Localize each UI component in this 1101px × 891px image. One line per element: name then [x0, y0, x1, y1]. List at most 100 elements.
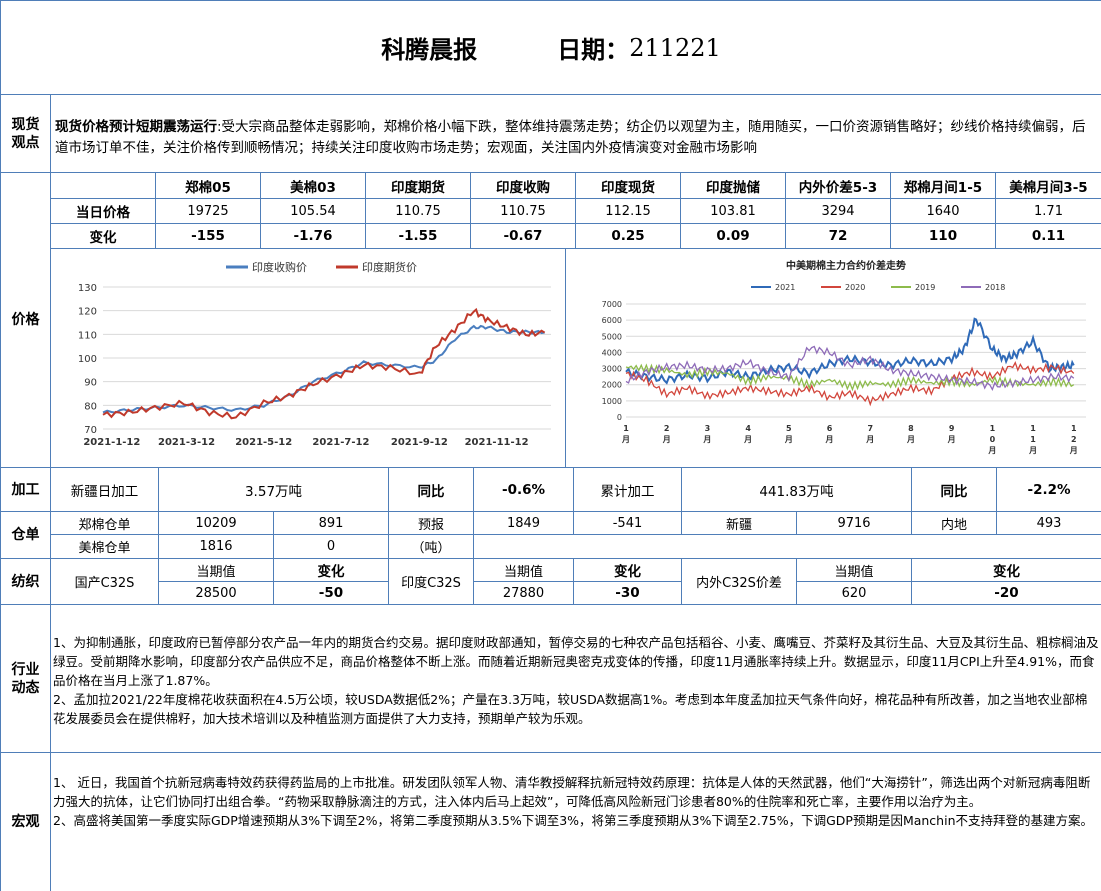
spot-view-text: 现货价格预计短期震荡运行:受大宗商品整体走弱影响，郑棉价格小幅下跌，整体维持震荡…	[51, 95, 1101, 173]
y-tick-label: 130	[78, 283, 97, 294]
y-tick-label: 90	[84, 378, 97, 389]
domestic-change-label: 变化	[274, 559, 389, 582]
change-cell: 72	[786, 224, 891, 249]
macro-text: 1、 近日，我国首个抗新冠病毒特效药获得药监局的上市批准。研发团队领军人物、清华…	[51, 753, 1101, 891]
y-tick-label: 6000	[602, 316, 622, 325]
domestic-yarn-change: -50	[274, 582, 389, 605]
meimian-receipt-change: 0	[274, 535, 389, 559]
macro-paragraph-2: 2、高盛将美国第一季度实际GDP增速预期从3%下调至2%，将第二季度预期从3.5…	[53, 813, 1093, 828]
change-cell: 0.09	[681, 224, 786, 249]
legend-label: 2021	[775, 283, 795, 292]
today-price-cell: 1.71	[996, 199, 1101, 224]
change-cell: -1.76	[261, 224, 366, 249]
india-yarn-label: 印度C32S	[389, 559, 474, 605]
price-col-header: 内外价差5-3	[786, 173, 891, 199]
today-price-cell: 110.75	[471, 199, 576, 224]
industry-text: 1、为抑制通胀，印度政府已暂停部分农产品一年内的期货合约交易。据印度财政部通知，…	[51, 605, 1101, 753]
warehouse-blank	[474, 535, 1101, 559]
series-line-0	[102, 324, 545, 414]
report-title: 科腾晨报	[381, 35, 478, 64]
change-label: 变化	[51, 224, 156, 249]
spread-current-label: 当期值	[797, 559, 912, 582]
industry-label: 行业动态	[1, 605, 51, 753]
series-line-2	[625, 363, 1075, 392]
macro-paragraph-1: 1、 近日，我国首个抗新冠病毒特效药获得药监局的上市批准。研发团队领军人物、清华…	[53, 775, 1091, 809]
india-price-chart-svg: 70 80 90 100 110 120 130 2021-1-12 2021-3-12 2021…	[78, 260, 551, 448]
y-tick-label: 0	[617, 413, 622, 422]
y-tick-label: 110	[78, 330, 97, 341]
price-col-header: 郑棉月间1-5	[891, 173, 996, 199]
spread-change-label: 变化	[912, 559, 1101, 582]
series-line-0	[625, 317, 1075, 385]
spread-yarn-change: -20	[912, 582, 1101, 605]
y-tick-label: 80	[84, 401, 97, 412]
warehouse-label: 仓单	[1, 512, 51, 559]
series-line-1	[625, 361, 1075, 407]
price-col-header: 美棉03	[261, 173, 366, 199]
report-header: 科腾晨报 日期： 211221	[1, 1, 1101, 95]
y-tick-label: 3000	[602, 365, 622, 374]
today-price-cell: 112.15	[576, 199, 681, 224]
india-change-label: 变化	[574, 559, 682, 582]
processing-yoy-value: -0.6%	[474, 468, 574, 512]
zhengmian-receipt-label: 郑棉仓单	[51, 512, 159, 535]
cumulative-yoy-label: 同比	[912, 468, 997, 512]
processing-yoy-label: 同比	[389, 468, 474, 512]
legend-label: 2019	[915, 283, 935, 292]
change-cell: -1.55	[366, 224, 471, 249]
date-label: 日期：	[557, 35, 630, 64]
cumulative-yoy-value: -2.2%	[997, 468, 1101, 512]
x-tick-label: 2021-5-12	[235, 437, 292, 448]
series-line-3	[625, 345, 1075, 392]
inland-receipt-label: 内地	[912, 512, 997, 535]
zhengmian-receipt-change: 891	[274, 512, 389, 535]
industry-paragraph-1: 1、为抑制通胀，印度政府已暂停部分农产品一年内的期货合约交易。据印度财政部通知，…	[53, 635, 1099, 688]
spot-view-headline: 现货价格预计短期震荡运行	[55, 119, 217, 135]
cumulative-processing-label: 累计加工	[574, 468, 682, 512]
change-cell: 0.11	[996, 224, 1101, 249]
price-col-header: 印度抛储	[681, 173, 786, 199]
today-price-cell: 110.75	[366, 199, 471, 224]
y-tick-label: 2000	[602, 381, 622, 390]
macro-label: 宏观	[1, 753, 51, 891]
zhengmian-receipt-value: 10209	[159, 512, 274, 535]
spot-view-label: 现货观点	[1, 95, 51, 173]
today-price-cell: 103.81	[681, 199, 786, 224]
price-header-blank	[51, 173, 156, 199]
forecast-label: 预报	[389, 512, 474, 535]
meimian-receipt-label: 美棉仓单	[51, 535, 159, 559]
india-price-chart: 70 80 90 100 110 120 130 2021-1-12 2021-3-12 2021…	[51, 249, 566, 468]
spread-chart-svg: 中美期棉主力合约价差走势 0 1000 2000 3000 4000 5000 6000 700…	[602, 259, 1086, 455]
processing-label: 加工	[1, 468, 51, 512]
spread-yarn-label: 内外C32S价差	[682, 559, 797, 605]
today-price-cell: 3294	[786, 199, 891, 224]
series-line-1	[102, 307, 546, 420]
domestic-current-label: 当期值	[159, 559, 274, 582]
y-tick-label: 7000	[602, 300, 622, 309]
today-price-cell: 1640	[891, 199, 996, 224]
price-col-header: 美棉月间3-5	[996, 173, 1101, 199]
price-col-header: 印度收购	[471, 173, 576, 199]
india-yarn-value: 27880	[474, 582, 574, 605]
unit-label: （吨）	[389, 535, 474, 559]
cumulative-processing-value: 441.83万吨	[682, 468, 912, 512]
y-tick-label: 4000	[602, 348, 622, 357]
price-col-header: 印度现货	[576, 173, 681, 199]
xinjiang-receipt-label: 新疆	[682, 512, 797, 535]
change-cell: -0.67	[471, 224, 576, 249]
meimian-receipt-value: 1816	[159, 535, 274, 559]
x-tick-label: 2021-7-12	[312, 437, 369, 448]
india-current-label: 当期值	[474, 559, 574, 582]
change-cell: -155	[156, 224, 261, 249]
